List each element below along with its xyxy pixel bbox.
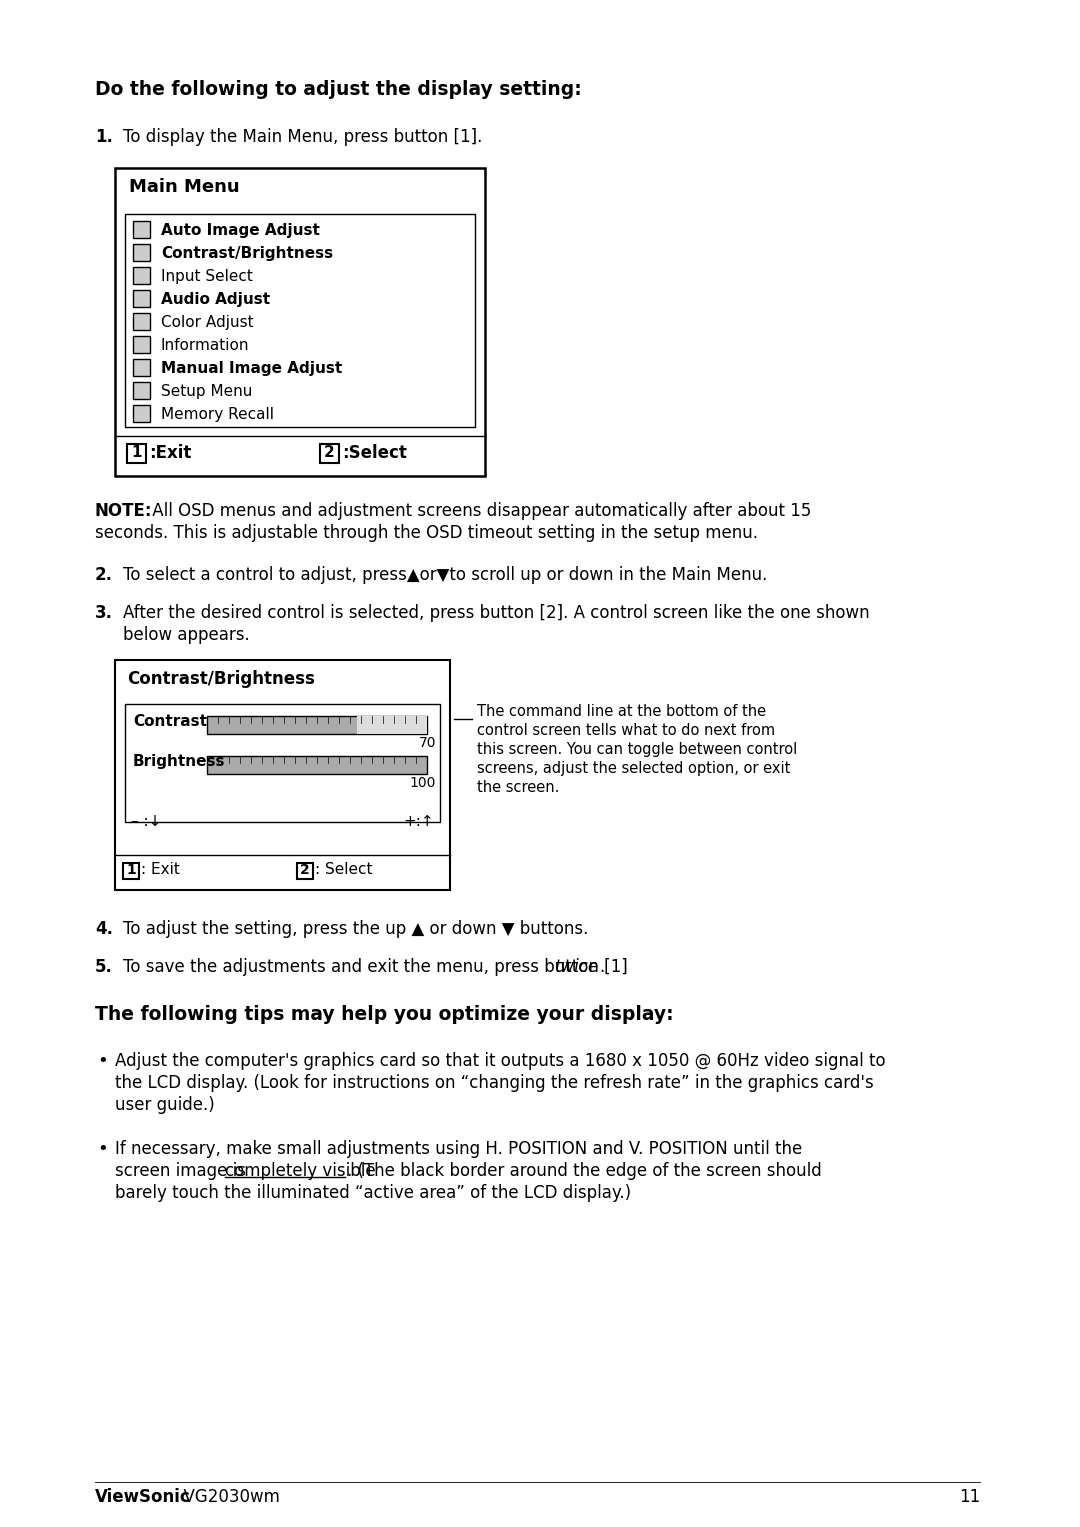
Bar <box>207 716 427 734</box>
Text: To adjust the setting, press the up ▲ or down ▼ buttons.: To adjust the setting, press the up ▲ or… <box>123 919 589 938</box>
Text: Auto Image Adjust: Auto Image Adjust <box>161 223 320 238</box>
Text: Contrast: Contrast <box>133 715 207 728</box>
Bar <box>127 444 146 463</box>
Text: below appears.: below appears. <box>123 626 249 644</box>
Text: To save the adjustments and exit the menu, press button [1]: To save the adjustments and exit the men… <box>123 957 633 976</box>
Text: 70: 70 <box>419 736 436 750</box>
Bar <box>133 244 150 261</box>
Text: Manual Image Adjust: Manual Image Adjust <box>161 360 342 376</box>
Bar <box>114 168 485 476</box>
Text: Main Menu: Main Menu <box>129 179 240 195</box>
Bar <box>320 444 339 463</box>
Text: : Exit: : Exit <box>141 863 180 878</box>
Text: Adjust the computer's graphics card so that it outputs a 1680 x 1050 @ 60Hz vide: Adjust the computer's graphics card so t… <box>114 1052 886 1070</box>
Text: All OSD menus and adjustment screens disappear automatically after about 15: All OSD menus and adjustment screens dis… <box>147 502 811 521</box>
Text: .: . <box>599 957 604 976</box>
Text: :Select: :Select <box>342 443 407 461</box>
Text: Do the following to adjust the display setting:: Do the following to adjust the display s… <box>95 79 582 99</box>
Text: •: • <box>97 1141 108 1157</box>
Text: +:↑: +:↑ <box>403 814 434 829</box>
Text: 11: 11 <box>959 1487 980 1506</box>
Text: :Exit: :Exit <box>149 443 191 461</box>
Text: 1: 1 <box>132 444 141 460</box>
Text: Color Adjust: Color Adjust <box>161 315 254 330</box>
Bar <box>356 716 427 734</box>
Bar <box>133 221 150 238</box>
Text: twice: twice <box>555 957 599 976</box>
Bar <box>133 313 150 330</box>
Text: screens, adjust the selected option, or exit: screens, adjust the selected option, or … <box>477 760 791 776</box>
Text: seconds. This is adjustable through the OSD timeout setting in the setup menu.: seconds. This is adjustable through the … <box>95 524 758 542</box>
Text: Contrast/Brightness: Contrast/Brightness <box>161 246 333 261</box>
Text: 2.: 2. <box>95 567 113 583</box>
Text: 2: 2 <box>300 863 310 876</box>
Text: Audio Adjust: Audio Adjust <box>161 292 270 307</box>
Bar <box>133 359 150 376</box>
Text: . (The black border around the edge of the screen should: . (The black border around the edge of t… <box>347 1162 822 1180</box>
Bar <box>133 382 150 399</box>
Text: the LCD display. (Look for instructions on “changing the refresh rate” in the gr: the LCD display. (Look for instructions … <box>114 1073 874 1092</box>
Text: NOTE:: NOTE: <box>95 502 152 521</box>
Text: The command line at the bottom of the: The command line at the bottom of the <box>477 704 766 719</box>
Text: •: • <box>97 1052 108 1070</box>
Text: : Select: : Select <box>315 863 373 878</box>
Bar <box>125 704 440 822</box>
Bar <box>125 214 475 428</box>
Text: Contrast/Brightness: Contrast/Brightness <box>127 670 315 689</box>
Bar <box>133 405 150 421</box>
Text: Input Select: Input Select <box>161 269 253 284</box>
Text: completely visible: completely visible <box>225 1162 376 1180</box>
Text: 2: 2 <box>324 444 335 460</box>
Bar <box>114 660 450 890</box>
Bar <box>133 290 150 307</box>
Text: barely touch the illuminated “active area” of the LCD display.): barely touch the illuminated “active are… <box>114 1183 631 1202</box>
Bar <box>133 336 150 353</box>
Text: 1.: 1. <box>95 128 113 147</box>
Text: screen image is: screen image is <box>114 1162 252 1180</box>
Text: ViewSonic: ViewSonic <box>95 1487 191 1506</box>
Text: Memory Recall: Memory Recall <box>161 408 274 421</box>
Text: 100: 100 <box>409 776 436 789</box>
Text: the screen.: the screen. <box>477 780 559 796</box>
Text: 4.: 4. <box>95 919 113 938</box>
Bar <box>297 863 313 880</box>
Text: 3.: 3. <box>95 605 113 621</box>
Text: The following tips may help you optimize your display:: The following tips may help you optimize… <box>95 1005 674 1025</box>
Bar <box>207 756 427 774</box>
Text: To display the Main Menu, press button [1].: To display the Main Menu, press button [… <box>123 128 483 147</box>
Text: control screen tells what to do next from: control screen tells what to do next fro… <box>477 722 775 738</box>
Text: After the desired control is selected, press button [2]. A control screen like t: After the desired control is selected, p… <box>123 605 869 621</box>
Text: – :↓: – :↓ <box>131 814 161 829</box>
Text: 1: 1 <box>126 863 136 876</box>
Text: Setup Menu: Setup Menu <box>161 383 253 399</box>
Text: VG2030wm: VG2030wm <box>173 1487 280 1506</box>
Text: Brightness: Brightness <box>133 754 226 770</box>
Text: If necessary, make small adjustments using H. POSITION and V. POSITION until the: If necessary, make small adjustments usi… <box>114 1141 802 1157</box>
Text: user guide.): user guide.) <box>114 1096 215 1115</box>
Text: 5.: 5. <box>95 957 113 976</box>
Text: this screen. You can toggle between control: this screen. You can toggle between cont… <box>477 742 797 757</box>
Bar <box>123 863 139 880</box>
Text: To select a control to adjust, press▲or▼to scroll up or down in the Main Menu.: To select a control to adjust, press▲or▼… <box>123 567 768 583</box>
Bar <box>133 267 150 284</box>
Text: Information: Information <box>161 337 249 353</box>
